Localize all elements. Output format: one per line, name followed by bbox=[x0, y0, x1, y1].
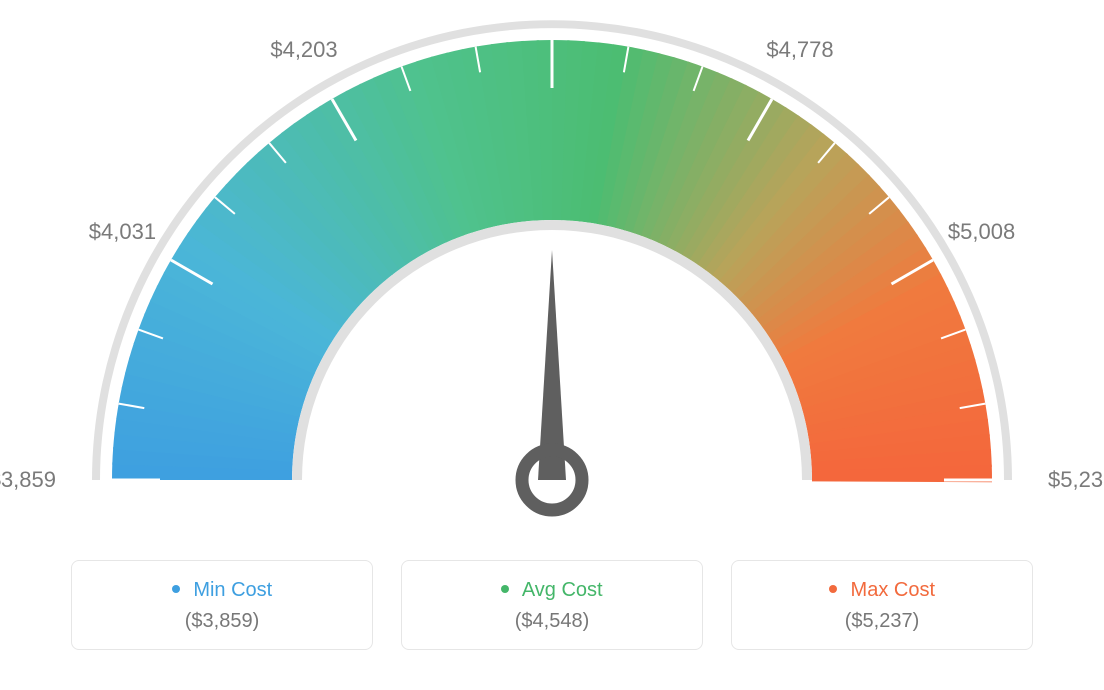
summary-cards: Min Cost ($3,859) Avg Cost ($4,548) Max … bbox=[0, 560, 1104, 650]
min-cost-card: Min Cost ($3,859) bbox=[71, 560, 373, 650]
avg-cost-card: Avg Cost ($4,548) bbox=[401, 560, 703, 650]
max-cost-card: Max Cost ($5,237) bbox=[731, 560, 1033, 650]
min-cost-value: ($3,859) bbox=[72, 610, 372, 633]
gauge-tick-label: $3,859 bbox=[0, 467, 56, 493]
max-cost-label: Max Cost bbox=[732, 579, 1032, 602]
gauge-tick-label: $5,237 bbox=[1048, 467, 1104, 493]
avg-cost-value: ($4,548) bbox=[402, 610, 702, 633]
max-cost-value: ($5,237) bbox=[732, 610, 1032, 633]
gauge-tick-label: $5,008 bbox=[948, 219, 1015, 245]
gauge-tick-label: $4,778 bbox=[766, 37, 833, 63]
avg-cost-label-text: Avg Cost bbox=[522, 579, 603, 601]
max-cost-label-text: Max Cost bbox=[851, 579, 935, 601]
avg-cost-label: Avg Cost bbox=[402, 579, 702, 602]
min-cost-label: Min Cost bbox=[72, 579, 372, 602]
gauge-chart: $3,859$4,031$4,203$4,548$4,778$5,008$5,2… bbox=[0, 0, 1104, 560]
gauge-svg bbox=[0, 0, 1104, 560]
gauge-tick-label: $4,031 bbox=[89, 219, 156, 245]
gauge-tick-label: $4,203 bbox=[270, 37, 337, 63]
min-cost-label-text: Min Cost bbox=[193, 579, 272, 601]
